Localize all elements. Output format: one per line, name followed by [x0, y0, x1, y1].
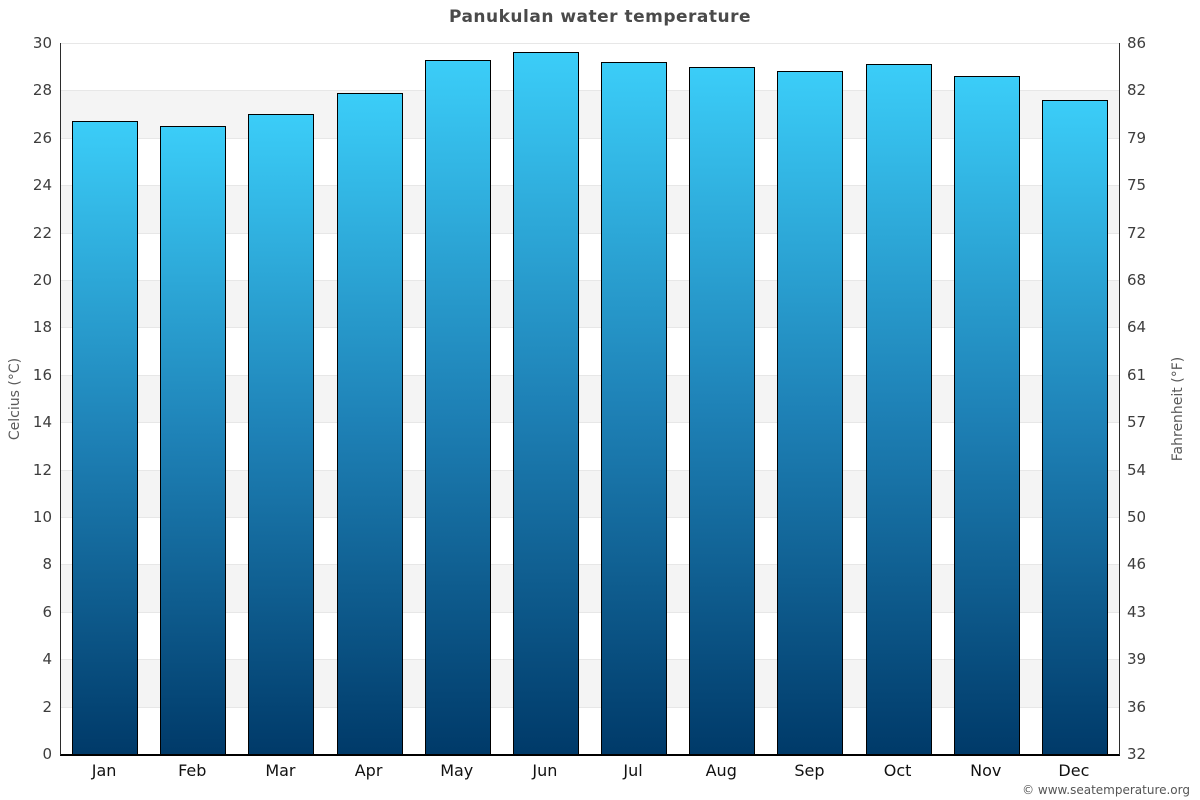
y-tick-celsius: 12 — [32, 460, 52, 479]
y-tick-celsius: 10 — [32, 508, 52, 526]
gridline — [61, 137, 1119, 139]
gridline — [61, 422, 1119, 424]
bar-mar — [248, 114, 315, 754]
x-label-oct: Oct — [883, 761, 912, 780]
gridline — [61, 659, 1119, 661]
gridline — [61, 280, 1119, 281]
bar-jun — [512, 52, 579, 754]
x-label-dec: Dec — [1058, 761, 1090, 780]
gridline — [61, 327, 1119, 329]
grid-band — [61, 564, 1119, 612]
y-axis-right-title: Fahrenheit (°F) — [1170, 356, 1186, 462]
gridline — [61, 611, 1119, 613]
grid-band — [61, 185, 1119, 233]
gridline — [61, 374, 1119, 376]
x-label-mar: Mar — [265, 761, 296, 780]
x-label-nov: Nov — [970, 761, 1002, 780]
x-label-jan: Jan — [91, 761, 117, 780]
y-tick-celsius: 20 — [32, 271, 52, 289]
y-tick-celsius: 28 — [32, 81, 52, 100]
bar-jul — [601, 61, 668, 754]
y-tick-celsius: 24 — [32, 176, 52, 195]
bar-sep — [777, 71, 844, 754]
gridline — [61, 706, 1119, 708]
bar-dec — [1041, 99, 1108, 754]
bar-aug — [689, 66, 756, 754]
x-label-may: May — [440, 761, 474, 780]
bar-jan — [72, 121, 139, 754]
grid-band — [61, 374, 1119, 423]
y-tick-celsius: 18 — [32, 318, 52, 337]
y-tick-fahrenheit: 86 — [1127, 34, 1147, 52]
y-tick-celsius: 4 — [42, 650, 52, 669]
x-label-jun: Jun — [532, 761, 558, 780]
gridline — [61, 90, 1119, 92]
gridline — [61, 232, 1119, 234]
y-tick-fahrenheit: 82 — [1127, 81, 1147, 100]
y-axis-left-title: Celcius (°C) — [7, 357, 23, 441]
gridline — [61, 43, 1119, 44]
bar-may — [424, 59, 491, 754]
grid-band — [61, 659, 1119, 707]
y-tick-celsius: 30 — [32, 34, 52, 52]
gridline — [61, 564, 1119, 566]
grid-band — [61, 469, 1119, 517]
y-tick-fahrenheit: 57 — [1127, 413, 1147, 432]
y-tick-fahrenheit: 61 — [1127, 365, 1147, 384]
y-tick-fahrenheit: 75 — [1127, 176, 1147, 195]
y-tick-fahrenheit: 54 — [1127, 460, 1147, 479]
y-tick-celsius: 16 — [32, 365, 52, 384]
x-label-jul: Jul — [623, 761, 643, 780]
y-tick-fahrenheit: 79 — [1127, 128, 1147, 147]
footer-credit: © www.seatemperature.org — [1022, 783, 1190, 797]
bar-nov — [953, 76, 1020, 754]
x-label-apr: Apr — [354, 761, 383, 780]
bar-feb — [160, 125, 227, 754]
y-tick-fahrenheit: 46 — [1127, 555, 1147, 574]
y-tick-fahrenheit: 32 — [1127, 745, 1147, 763]
y-tick-fahrenheit: 72 — [1127, 223, 1147, 242]
y-tick-celsius: 26 — [32, 128, 52, 147]
gridline — [61, 469, 1119, 471]
y-tick-fahrenheit: 43 — [1127, 602, 1147, 621]
bar-oct — [865, 64, 932, 754]
grid-band — [61, 280, 1119, 328]
y-tick-fahrenheit: 39 — [1127, 650, 1147, 669]
bar-apr — [336, 92, 403, 754]
y-tick-celsius: 2 — [42, 697, 52, 716]
y-tick-fahrenheit: 64 — [1127, 318, 1147, 337]
grid-band — [61, 90, 1119, 138]
y-tick-celsius: 14 — [32, 413, 52, 432]
gridline — [61, 517, 1119, 518]
x-label-feb: Feb — [178, 761, 207, 780]
x-label-sep: Sep — [794, 761, 825, 780]
y-tick-celsius: 6 — [42, 602, 52, 621]
y-tick-fahrenheit: 50 — [1127, 508, 1147, 526]
chart-title: Panukulan water temperature — [448, 7, 752, 27]
y-tick-celsius: 22 — [32, 223, 52, 242]
y-tick-celsius: 8 — [42, 555, 52, 574]
y-tick-fahrenheit: 36 — [1127, 697, 1147, 716]
y-tick-celsius: 0 — [42, 745, 52, 763]
y-tick-fahrenheit: 68 — [1127, 271, 1147, 289]
x-label-aug: Aug — [705, 761, 737, 780]
plot-area — [60, 43, 1120, 756]
gridline — [61, 185, 1119, 187]
